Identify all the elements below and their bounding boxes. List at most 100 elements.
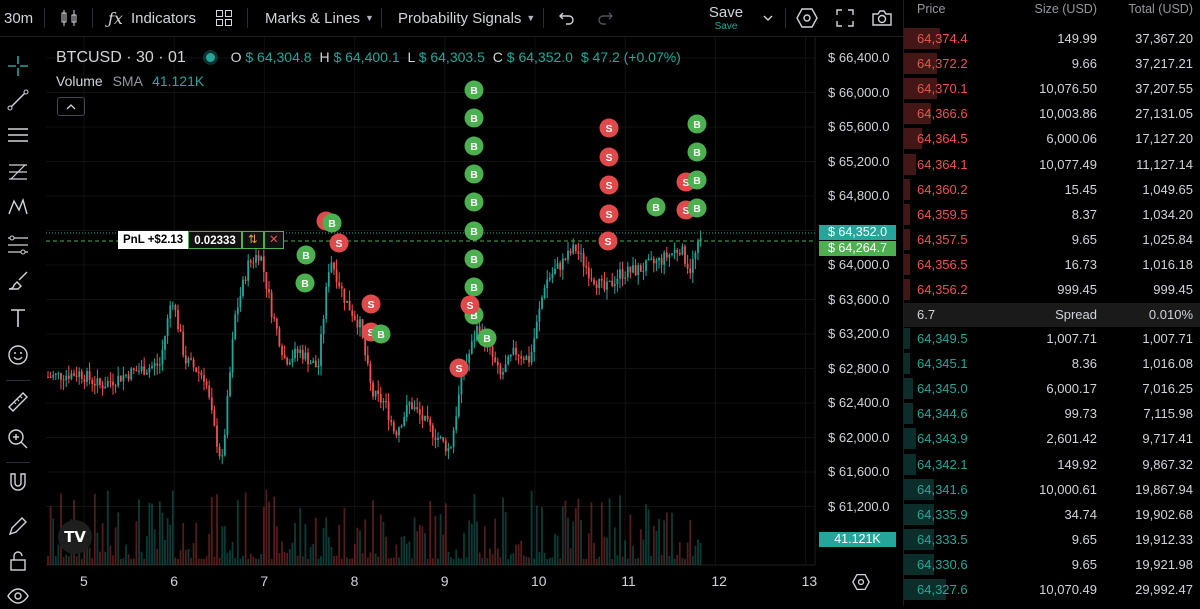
settings-hexagon-icon[interactable] <box>796 0 818 36</box>
crosshair-icon[interactable] <box>5 53 31 79</box>
sell-signal-marker[interactable]: S <box>460 295 480 315</box>
buy-signal-marker[interactable]: B <box>687 170 707 190</box>
buy-signal-marker[interactable]: B <box>295 273 315 293</box>
sell-signal-marker[interactable]: S <box>361 294 381 314</box>
buy-signal-marker[interactable]: B <box>464 80 484 100</box>
sell-signal-marker[interactable]: S <box>599 118 619 138</box>
buy-signal-marker[interactable]: B <box>687 142 707 162</box>
save-button[interactable]: Save Save <box>700 4 752 32</box>
bid-row[interactable]: 64,327.6 10,070.49 29,992.47 <box>904 577 1200 602</box>
chevron-down-icon[interactable] <box>761 0 775 36</box>
pencil-lock-icon[interactable] <box>5 513 31 539</box>
bid-row[interactable]: 64,330.6 9.65 19,921.98 <box>904 552 1200 577</box>
candles-icon[interactable] <box>60 0 78 36</box>
sell-signal-marker[interactable]: S <box>599 204 619 224</box>
layout-grid-icon[interactable] <box>215 0 233 36</box>
bid-size: 99.73 <box>1064 406 1097 422</box>
ask-row[interactable]: 64,364.5 6,000.06 17,127.20 <box>904 126 1200 151</box>
buy-signal-marker[interactable]: B <box>464 249 484 269</box>
buy-signal-marker[interactable]: B <box>464 192 484 212</box>
brush-icon[interactable] <box>5 269 31 295</box>
bid-row[interactable]: 64,343.9 2,601.42 9,717.41 <box>904 426 1200 451</box>
ask-row[interactable]: 64,360.2 15.45 1,049.65 <box>904 177 1200 202</box>
volume-bar <box>408 541 411 565</box>
sell-signal-marker[interactable]: S <box>599 175 619 195</box>
interval-selector[interactable]: 30m <box>4 0 33 36</box>
volume-bar <box>447 552 450 565</box>
spread-row: 6.7 Spread 0.010% <box>904 303 1200 327</box>
reverse-position-icon[interactable]: ⇅ <box>241 231 264 249</box>
signal-label: B <box>301 278 309 290</box>
redo-icon[interactable] <box>596 0 614 36</box>
close-position-icon[interactable]: ✕ <box>263 231 284 249</box>
ask-row[interactable]: 64,356.5 16.73 1,016.18 <box>904 252 1200 277</box>
emoji-icon[interactable] <box>5 342 31 368</box>
volume-bar <box>431 558 434 565</box>
projection-icon[interactable] <box>5 232 31 258</box>
ask-row[interactable]: 64,374.4 149.99 37,367.20 <box>904 26 1200 51</box>
buy-signal-marker[interactable]: B <box>322 213 342 233</box>
candle-body <box>65 375 68 381</box>
zoom-in-icon[interactable] <box>5 426 31 452</box>
bid-row[interactable]: 64,349.5 1,007.71 1,007.71 <box>904 326 1200 351</box>
undo-icon[interactable] <box>558 0 576 36</box>
bid-row[interactable]: 64,342.1 149.92 9,867.32 <box>904 452 1200 477</box>
price-chart[interactable]: BBBBBBBBBSBSBBSSBSBSSSSSSBSSBBBB <box>0 0 903 606</box>
volume-bar <box>156 548 159 565</box>
ruler-icon[interactable] <box>5 389 31 415</box>
buy-signal-marker[interactable]: B <box>464 221 484 241</box>
symbol-label[interactable]: BTCUSD · 30 · 01 <box>56 49 186 66</box>
buy-signal-marker[interactable]: B <box>464 108 484 128</box>
text-icon[interactable] <box>5 305 31 331</box>
ask-row[interactable]: 64,370.1 10,076.50 37,207.55 <box>904 76 1200 101</box>
bid-price: 64,345.0 <box>917 381 968 397</box>
trend-line-icon[interactable] <box>5 87 31 113</box>
ask-row[interactable]: 64,366.6 10,003.86 27,131.05 <box>904 101 1200 126</box>
buy-signal-marker[interactable]: B <box>371 324 391 344</box>
bid-row[interactable]: 64,341.6 10,000.61 19,867.94 <box>904 477 1200 502</box>
pattern-icon[interactable] <box>5 194 31 220</box>
fibonacci-icon[interactable] <box>5 159 31 185</box>
candle-body <box>312 360 315 363</box>
ask-row[interactable]: 64,357.5 9.65 1,025.84 <box>904 227 1200 252</box>
horizontal-lines-icon[interactable] <box>5 122 31 148</box>
buy-signal-marker[interactable]: B <box>646 197 666 217</box>
probability-signals-dropdown[interactable]: Probability Signals ▼ <box>398 0 535 36</box>
bid-size: 9.65 <box>1071 556 1097 572</box>
indicators-button[interactable]: ƒx Indicators <box>108 0 196 36</box>
buy-signal-marker[interactable]: B <box>464 136 484 156</box>
candle-body <box>551 274 554 278</box>
bid-row[interactable]: 64,335.9 34.74 19,902.68 <box>904 502 1200 527</box>
sell-signal-marker[interactable]: S <box>598 231 618 251</box>
marks-lines-dropdown[interactable]: Marks & Lines ▼ <box>265 0 374 36</box>
position-widget[interactable]: PnL +$2.13 0.02333 ⇅ ✕ <box>118 231 284 249</box>
bid-row[interactable]: 64,333.5 9.65 19,912.33 <box>904 527 1200 552</box>
ask-row[interactable]: 64,372.2 9.66 37,217.21 <box>904 51 1200 76</box>
ask-row[interactable]: 64,356.2 999.45 999.45 <box>904 277 1200 302</box>
bid-row[interactable]: 64,344.6 99.73 7,115.98 <box>904 401 1200 426</box>
eye-icon[interactable] <box>5 583 31 609</box>
buy-signal-marker[interactable]: B <box>477 328 497 348</box>
ask-row[interactable]: 64,359.5 8.37 1,034.20 <box>904 202 1200 227</box>
ask-size: 10,076.50 <box>1039 81 1097 97</box>
fullscreen-icon[interactable] <box>836 0 854 36</box>
buy-signal-marker[interactable]: B <box>296 245 316 265</box>
bid-row[interactable]: 64,345.0 6,000.17 7,016.25 <box>904 376 1200 401</box>
buy-signal-marker[interactable]: B <box>687 114 707 134</box>
candle-body <box>408 402 411 405</box>
buy-signal-marker[interactable]: B <box>464 164 484 184</box>
magnet-icon[interactable] <box>5 469 31 495</box>
chart-settings-icon[interactable] <box>852 573 870 591</box>
lock-icon[interactable] <box>5 548 31 574</box>
camera-icon[interactable] <box>871 0 893 36</box>
ask-row[interactable]: 64,364.1 10,077.49 11,127.14 <box>904 152 1200 177</box>
sell-signal-marker[interactable]: S <box>449 358 469 378</box>
collapse-legend-button[interactable] <box>57 97 85 116</box>
tradingview-logo[interactable]: 𝗧𝗩 <box>58 520 92 554</box>
volume-bar <box>273 496 276 565</box>
sell-signal-marker[interactable]: S <box>599 147 619 167</box>
buy-signal-marker[interactable]: B <box>464 277 484 297</box>
buy-signal-marker[interactable]: B <box>687 198 707 218</box>
bid-row[interactable]: 64,345.1 8.36 1,016.08 <box>904 351 1200 376</box>
sell-signal-marker[interactable]: S <box>329 233 349 253</box>
